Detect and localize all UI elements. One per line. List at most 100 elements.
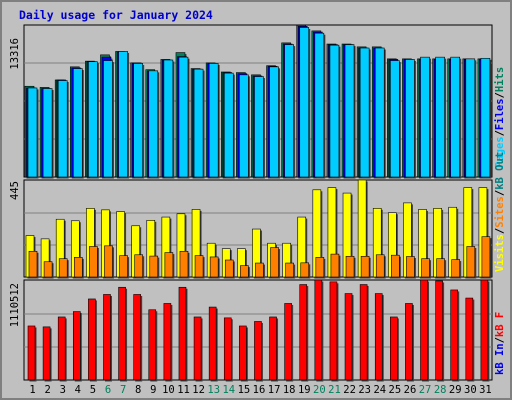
kbf-bar-21 [329,281,338,381]
pages-bar-4 [72,68,83,178]
x-tick-label-11: 11 [177,384,190,396]
sites-bar-12 [194,255,204,278]
pages-bar-1 [27,87,38,178]
x-tick-label-15: 15 [238,384,251,396]
sites-bar-6 [104,245,113,278]
pages-bar-18 [284,44,294,178]
pages-bar-3 [57,80,68,178]
x-tick-label-14: 14 [222,384,235,396]
pages-bar-25 [390,60,400,178]
sites-bar-26 [406,256,415,278]
x-tick-label-22: 22 [343,384,356,396]
pages-bar-9 [148,70,159,178]
kbf-bar-13 [208,306,217,381]
pages-bar-23 [359,47,370,178]
pages-bar-7 [118,51,128,178]
sites-bar-27 [421,258,430,278]
pages-bar-13 [208,63,219,178]
kbf-bar-3 [57,316,66,381]
kbf-bar-7 [118,286,126,381]
x-tick-label-19: 19 [298,384,311,396]
kbf-bar-9 [148,309,157,381]
pages-bar-8 [133,63,143,178]
pages-bar-16 [254,76,264,178]
chart-title: Daily usage for January 2024 [19,8,213,22]
x-tick-label-7: 7 [120,384,126,396]
sites-bar-29 [451,259,461,278]
pages-bar-14 [223,72,234,178]
kbf-bar-25 [390,316,398,381]
pages-bar-28 [435,56,445,178]
sites-bar-10 [164,252,174,278]
sites-bar-7 [119,255,128,278]
pages-bar-27 [420,56,430,178]
kbf-bar-4 [72,311,81,381]
kbf-bar-5 [88,298,96,381]
x-tick-label-1: 1 [29,384,35,396]
pages-bar-15 [239,74,249,178]
x-tick-label-3: 3 [60,384,66,396]
sites-bar-31 [481,236,491,278]
sites-bar-28 [436,258,445,278]
pages-bar-26 [405,59,415,178]
kbf-bar-2 [42,326,51,381]
kbf-bar-31 [480,279,489,381]
sites-bar-22 [345,255,355,278]
x-tick-label-27: 27 [419,384,432,396]
pages-bar-21 [329,44,340,178]
pages-bar-30 [465,58,476,178]
kbf-bar-16 [254,321,262,381]
x-tick-label-9: 9 [150,384,156,396]
sites-bar-25 [391,254,400,278]
sites-bar-13 [209,256,219,278]
x-tick-label-20: 20 [313,384,326,396]
pages-bar-29 [450,56,461,178]
sites-bar-2 [43,261,53,278]
sites-bar-24 [375,254,385,278]
x-tick-label-21: 21 [328,384,341,396]
x-tick-label-31: 31 [479,384,492,396]
sites-bar-23 [360,255,370,278]
sites-bar-15 [240,265,249,278]
x-tick-label-13: 13 [207,384,220,396]
x-tick-label-16: 16 [253,384,266,396]
x-tick-label-28: 28 [434,384,447,396]
kbf-bar-17 [269,316,277,381]
kbf-bar-28 [435,280,443,381]
pages-bar-5 [88,61,98,178]
x-tick-label-2: 2 [44,384,50,396]
kbf-bar-12 [193,316,202,381]
pages-bar-12 [193,68,204,178]
kbf-bar-1 [27,325,36,381]
kbf-bar-11 [178,286,187,381]
kbf-bar-27 [420,279,428,381]
pages-bar-2 [42,88,53,178]
sites-bar-19 [300,262,310,278]
sites-bar-30 [466,246,476,278]
x-tick-label-6: 6 [105,384,111,396]
sites-bar-11 [179,250,189,278]
kbf-bar-22 [344,293,353,381]
pages-bar-20 [314,32,325,178]
kbf-bar-24 [374,293,383,381]
x-tick-label-5: 5 [90,384,96,396]
sites-bar-16 [255,262,264,278]
x-tick-label-12: 12 [192,384,205,396]
sites-bar-21 [330,253,340,278]
pages-bar-22 [344,44,355,178]
sites-bar-5 [89,246,98,278]
pages-bar-19 [299,27,310,178]
sites-bar-4 [73,257,83,278]
x-tick-label-25: 25 [389,384,402,396]
pages-bar-31 [480,57,491,178]
kbf-bar-18 [284,303,292,381]
pages-bar-10 [163,59,174,178]
x-tick-label-30: 30 [464,384,477,396]
kbf-bar-6 [103,294,111,381]
pages-bar-6 [103,60,113,178]
kbf-bar-29 [450,289,459,381]
sites-bar-8 [134,254,143,278]
x-tick-label-10: 10 [162,384,175,396]
x-tick-label-18: 18 [283,384,296,396]
